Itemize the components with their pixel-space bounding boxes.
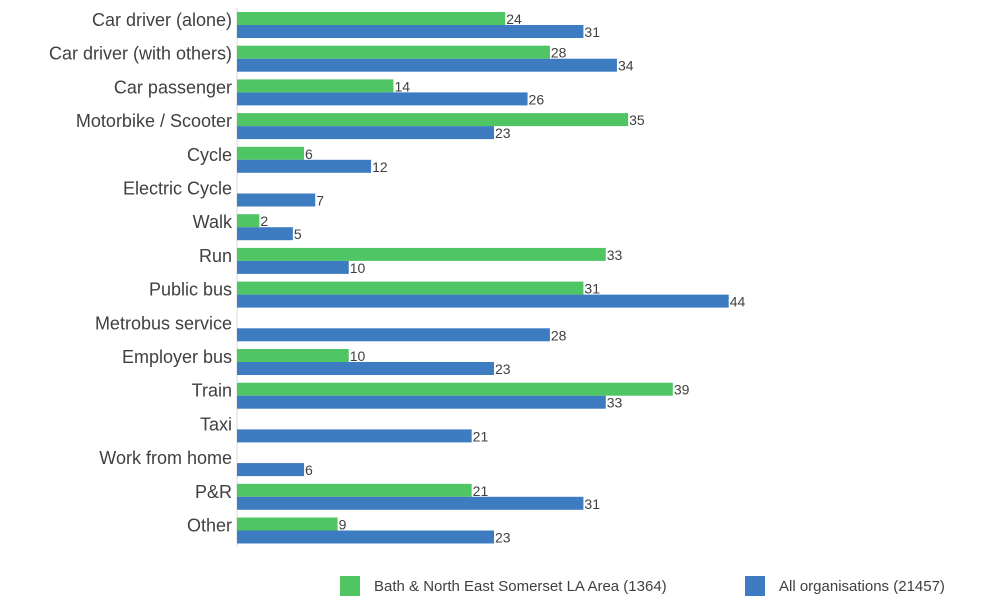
bar-public-bus-series-0 [237, 281, 584, 295]
bar-employer-bus-series-1 [237, 362, 495, 375]
category-label-electric-cycle: Electric Cycle [123, 179, 232, 199]
category-label-metrobus-service: Metrobus service [95, 313, 232, 333]
category-label-car-passenger: Car passenger [114, 77, 232, 97]
bar-train-series-0 [237, 382, 673, 396]
legend-item-bath: Bath & North East Somerset LA Area (1364… [340, 576, 667, 596]
bar-work-from-home-series-1 [237, 463, 305, 477]
category-label-car-driver-alone: Car driver (alone) [92, 10, 232, 30]
bar-run-series-0 [237, 247, 606, 261]
bar-other-series-1 [237, 530, 495, 544]
data-label-employer-bus-series-1: 23 [495, 361, 511, 377]
category-label-taxi: Taxi [200, 414, 232, 434]
data-label-train-series-0: 39 [674, 382, 690, 398]
bar-motorbike-scooter-series-0 [237, 113, 629, 127]
bar-p-r-series-1 [237, 496, 584, 510]
data-label-cycle-series-1: 12 [372, 159, 388, 175]
data-label-run-series-0: 33 [607, 247, 623, 263]
bar-taxi-series-1 [237, 429, 472, 443]
category-label-train: Train [192, 381, 232, 401]
data-label-car-passenger-series-0: 14 [394, 78, 410, 94]
data-label-car-driver-with-others-series-1: 34 [618, 58, 634, 74]
data-label-car-passenger-series-1: 26 [529, 91, 545, 107]
data-label-electric-cycle-series-1: 7 [316, 193, 324, 209]
data-label-other-series-1: 23 [495, 530, 511, 546]
bar-car-passenger-series-1 [237, 92, 528, 106]
bar-employer-bus-series-0 [237, 349, 349, 362]
data-label-other-series-0: 9 [339, 517, 347, 533]
bar-cycle-series-1 [237, 159, 372, 173]
category-label-walk: Walk [193, 212, 233, 232]
category-label-motorbike-scooter: Motorbike / Scooter [76, 111, 232, 131]
bar-train-series-1 [237, 395, 606, 409]
bar-run-series-1 [237, 260, 349, 274]
bar-car-passenger-series-0 [237, 79, 394, 93]
data-label-public-bus-series-0: 31 [584, 281, 600, 297]
data-label-car-driver-alone-series-1: 31 [584, 24, 600, 40]
bars-group: Car driver (alone) 24 31 Car driver (with o… [49, 10, 746, 546]
data-label-run-series-1: 10 [350, 260, 366, 276]
bar-car-driver-with-others-series-1 [237, 58, 617, 72]
bar-motorbike-scooter-series-1 [237, 126, 495, 140]
data-label-train-series-1: 33 [607, 395, 623, 411]
category-label-other: Other [187, 516, 232, 536]
bar-cycle-series-0 [237, 146, 305, 160]
data-label-employer-bus-series-0: 10 [350, 348, 366, 364]
bar-walk-series-1 [237, 227, 293, 241]
bar-electric-cycle-series-1 [237, 193, 316, 207]
legend-swatch-bath [340, 576, 360, 596]
data-label-p-r-series-0: 21 [473, 483, 489, 499]
legend-label-bath: Bath & North East Somerset LA Area (1364… [374, 577, 667, 595]
category-label-cycle: Cycle [187, 145, 232, 165]
data-label-walk-series-0: 2 [260, 213, 268, 229]
bar-metrobus-service-series-1 [237, 328, 550, 342]
category-label-work-from-home: Work from home [99, 448, 232, 468]
data-label-walk-series-1: 5 [294, 226, 302, 242]
bar-car-driver-with-others-series-0 [237, 45, 550, 59]
legend-item-all: All organisations (21457) [745, 576, 945, 596]
bar-p-r-series-0 [237, 483, 472, 497]
legend-label-all: All organisations (21457) [779, 577, 945, 595]
data-label-taxi-series-1: 21 [473, 428, 489, 444]
category-label-public-bus: Public bus [149, 280, 232, 300]
data-label-metrobus-service-series-1: 28 [551, 327, 567, 343]
bar-car-driver-alone-series-0 [237, 12, 506, 25]
data-label-work-from-home-series-1: 6 [305, 462, 313, 478]
data-label-car-driver-alone-series-0: 24 [506, 11, 522, 27]
data-label-motorbike-scooter-series-0: 35 [629, 112, 645, 128]
data-label-p-r-series-1: 31 [584, 496, 600, 512]
data-label-cycle-series-0: 6 [305, 146, 313, 162]
legend: Bath & North East Somerset LA Area (1364… [0, 574, 982, 598]
data-label-motorbike-scooter-series-1: 23 [495, 125, 511, 141]
bar-walk-series-0 [237, 214, 260, 228]
bar-public-bus-series-1 [237, 294, 729, 308]
bar-other-series-0 [237, 517, 338, 531]
legend-swatch-all [745, 576, 765, 596]
bar-car-driver-alone-series-1 [237, 25, 584, 38]
data-label-car-driver-with-others-series-0: 28 [551, 45, 567, 61]
category-label-run: Run [199, 246, 232, 266]
category-label-employer-bus: Employer bus [122, 347, 232, 367]
data-label-public-bus-series-1: 44 [730, 294, 746, 310]
category-label-p-r: P&R [195, 482, 232, 502]
category-label-car-driver-with-others: Car driver (with others) [49, 44, 232, 64]
